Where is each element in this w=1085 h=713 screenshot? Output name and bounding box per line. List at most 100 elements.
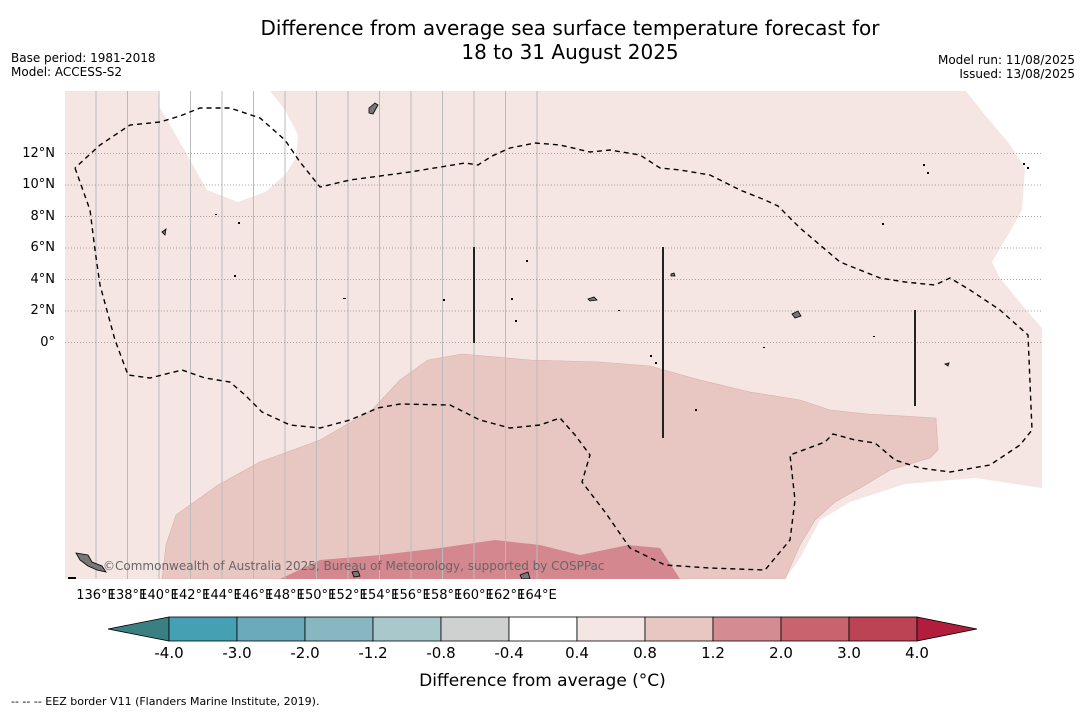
island-kosrae [791,310,802,319]
lon-tick-label: 148°E [265,588,305,603]
colorbar-tick-label: -4.0 [154,644,184,662]
lat-tick-label: 2°N [30,303,56,318]
lon-tick-label: 136°E [76,588,116,603]
atoll-5 [515,320,517,322]
island-small-1 [161,228,167,236]
atoll-4 [511,298,513,300]
warm-anomaly-region [161,353,939,579]
title-line-1: Difference from average sea surface temp… [260,16,880,40]
colorbar-tick-label: -3.0 [222,644,252,662]
colorbar-over-arrow [916,616,978,642]
colorbar-tick-label: -2.0 [290,644,320,662]
lat-tick-label: 12°N [22,145,55,161]
colorbar-bin [168,616,238,642]
atoll-11 [763,347,765,348]
lat-tick-label: 4°N [30,271,56,287]
colorbar-title: Difference from average (°C) [419,671,666,691]
island-pohnpei-atoll [587,296,598,302]
eez-borders [74,107,1033,571]
map-area [65,91,1042,579]
colorbar-tick-label: 0.4 [565,644,589,662]
eez-border-north [74,107,1033,571]
lon-tick-label: 156°E [391,588,431,603]
colorbar-tick-label: 2.0 [769,644,793,662]
atolls [68,163,1029,579]
model-name: Model: ACCESS-S2 [11,65,123,79]
colorbar-bin [576,616,646,642]
gridlines [65,91,1042,579]
atoll-16 [1023,163,1025,165]
colorbar-tick-label: 0.8 [633,644,657,662]
lat-tick-label: 8°N [30,208,56,224]
lon-tick-label: 152°E [328,588,368,603]
colorbar [107,616,978,642]
atoll-12 [873,336,875,337]
colorbar-bin [440,616,510,642]
lat-tick-label: 10°N [22,177,55,192]
colorbar-bin [644,616,714,642]
issued-date: Issued: 13/08/2025 [959,67,1075,81]
atoll-2 [343,298,346,299]
island-small-5 [351,570,361,578]
colorbar-tick-label: -0.4 [494,644,524,662]
colorbar-under-arrow [107,616,170,642]
title-line-2: 18 to 31 August 2025 [461,40,679,64]
colorbar-bin [508,616,578,642]
colorbar-bin [780,616,850,642]
lon-tick-label: 154°E [359,588,400,603]
colorbar-bin [372,616,442,642]
atoll-1 [234,275,236,277]
lon-tick-label: 160°E [454,588,494,603]
atoll-19 [215,214,217,215]
islands [75,102,950,579]
atoll-13 [882,223,884,225]
island-new-guinea-coast [75,552,107,573]
atoll-15 [927,172,929,174]
lon-tick-label: 150°E [296,588,337,603]
island-small-4 [519,571,531,579]
atoll-10 [695,409,697,411]
copyright-notice: ©Commonwealth of Australia 2025, Bureau … [103,559,605,573]
neutral-region-southeast [785,478,1042,579]
island-guam [368,102,379,115]
colorbar-tick-label: -0.8 [426,644,456,662]
map-title: Difference from average sea surface temp… [0,16,1085,64]
model-run: Model run: 11/08/2025 [937,53,1075,67]
lat-tick-label: 6°N [30,240,56,255]
atoll-18 [238,222,240,224]
atoll-6 [526,260,528,262]
lon-tick-label: 142°E [170,588,211,603]
lon-tick-label: 164°E [517,588,557,603]
atoll-7 [618,310,620,311]
meta-right: Model run: 11/08/2025 Issued: 13/08/2025 [938,53,1075,81]
eez-footnote: -- -- -- EEZ border V11 (Flanders Marine… [11,695,320,708]
atoll-3 [443,299,445,301]
atoll-14 [923,164,925,166]
island-small-3 [944,362,950,367]
colorbar-tick-label: -1.2 [358,644,388,662]
colorbar-bin [848,616,918,642]
colorbar-tick-label: 1.2 [701,644,725,662]
lon-tick-label: 158°E [422,588,463,603]
neutral-region-northeast [966,91,1042,328]
atoll-9 [655,362,657,364]
colorbar-tick-label: 3.0 [837,644,861,662]
atoll-17 [1027,167,1029,169]
lon-tick-label: 140°E [139,588,179,603]
lat-tick-label: 0° [40,334,55,350]
eez-vertical-segments [473,247,916,438]
lon-tick-label: 146°E [233,588,274,603]
colorbar-bin [236,616,306,642]
colorbar-tick-label: 4.0 [905,644,929,662]
lon-tick-label: 144°E [202,588,242,603]
atoll-8 [650,355,652,357]
atoll-20 [68,577,76,579]
island-small-2 [670,272,676,277]
base-period: Base period: 1981-2018 [11,51,156,65]
colorbar-bin [304,616,374,642]
meta-left: Base period: 1981-2018 Model: ACCESS-S2 [11,51,156,79]
lon-tick-label: 162°E [485,588,526,603]
lon-tick-label: 138°E [107,588,148,603]
colorbar-bin [712,616,782,642]
